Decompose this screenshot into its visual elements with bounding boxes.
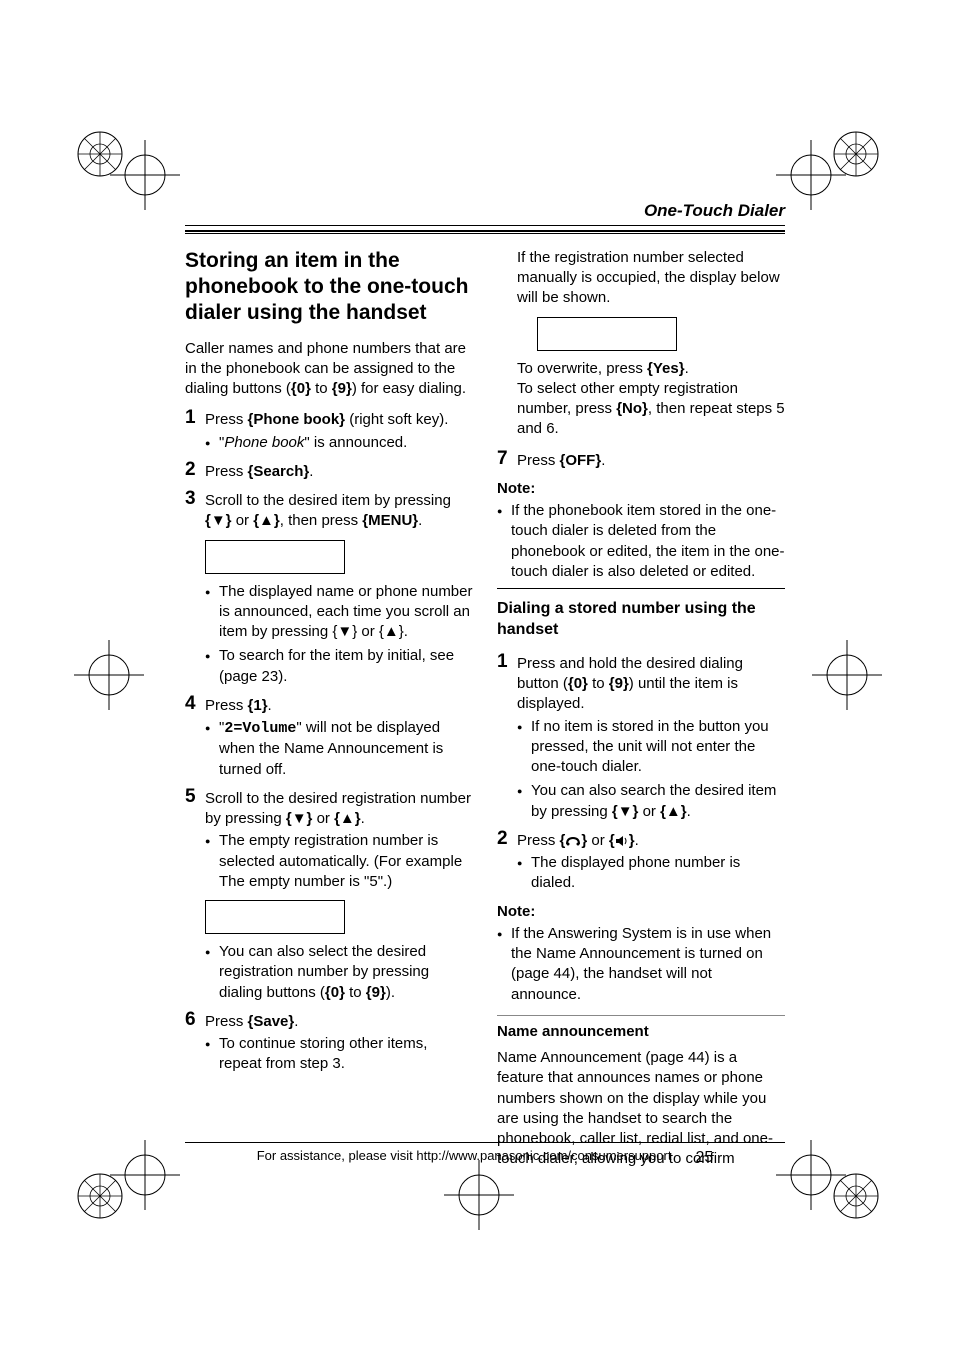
subheading-name-announcement: Name announcement xyxy=(497,1015,785,1042)
overwrite-text: To overwrite, press {Yes}.To select othe… xyxy=(517,359,785,440)
display-box xyxy=(205,540,345,574)
step-4: 4 Press {1}. xyxy=(185,693,473,716)
crosshair-icon xyxy=(110,1140,180,1210)
step-3: 3 Scroll to the desired item by pressing… xyxy=(185,488,473,532)
section-header: One-Touch Dialer xyxy=(185,200,785,226)
note-list: If the phonebook item stored in the one-… xyxy=(497,501,785,582)
crosshair-icon xyxy=(776,1140,846,1210)
bullet: You can also search the desired item by … xyxy=(517,781,785,822)
display-box xyxy=(537,317,677,351)
step-5-notes: The empty registration number is selecte… xyxy=(205,831,473,892)
right-column: If the registration number selected manu… xyxy=(497,248,785,1178)
bullet: "Phone book" is announced. xyxy=(205,433,473,453)
page-footer: For assistance, please visit http://www.… xyxy=(185,1142,785,1169)
step-1: 1 Press {Phone book} (right soft key). xyxy=(185,407,473,430)
step-3-notes: The displayed name or phone number is an… xyxy=(205,582,473,687)
bullet: "2=Volume" will not be displayed when th… xyxy=(205,718,473,780)
step-2: 2 Press {Search}. xyxy=(185,459,473,482)
bullet: If the phonebook item stored in the one-… xyxy=(497,501,785,582)
step-7: 7 Press {OFF}. xyxy=(497,448,785,471)
step-body: Press {1}. xyxy=(205,693,473,716)
bullet: The displayed name or phone number is an… xyxy=(205,582,473,643)
dial-step-1-notes: If no item is stored in the button you p… xyxy=(517,717,785,822)
crosshair-icon xyxy=(74,640,144,710)
speaker-icon xyxy=(615,835,629,847)
dial-step-2-notes: The displayed phone number is dialed. xyxy=(517,853,785,894)
step-number: 1 xyxy=(497,651,517,673)
step-body: Scroll to the desired registration numbe… xyxy=(205,786,473,830)
note-label: Note: xyxy=(497,479,785,499)
overflow-text: If the registration number selected manu… xyxy=(517,248,785,309)
bullet: If no item is stored in the button you p… xyxy=(517,717,785,778)
step-body: Press {Phone book} (right soft key). xyxy=(205,407,473,430)
step-number: 7 xyxy=(497,448,517,470)
left-column: Storing an item in the phonebook to the … xyxy=(185,248,473,1178)
footer-text: For assistance, please visit http://www.… xyxy=(257,1147,672,1169)
bullet: You can also select the desired registra… xyxy=(205,942,473,1003)
crosshair-icon xyxy=(110,140,180,210)
note-label: Note: xyxy=(497,902,785,922)
bullet: If the Answering System is in use when t… xyxy=(497,924,785,1005)
note-list-2: If the Answering System is in use when t… xyxy=(497,924,785,1005)
phone-icon xyxy=(565,835,581,847)
step-body: Press {} or {}. xyxy=(517,828,785,851)
heading-storing: Storing an item in the phonebook to the … xyxy=(185,248,473,327)
intro-text: Caller names and phone numbers that are … xyxy=(185,339,473,400)
step-6-notes: To continue storing other items, repeat … xyxy=(205,1034,473,1075)
step-number: 2 xyxy=(497,828,517,850)
step-number: 2 xyxy=(185,459,205,481)
page-number: 25 xyxy=(695,1147,713,1169)
step-body: Scroll to the desired item by pressing {… xyxy=(205,488,473,532)
thin-rule xyxy=(497,588,785,589)
step-number: 4 xyxy=(185,693,205,715)
step-number: 6 xyxy=(185,1009,205,1031)
step-body: Press {OFF}. xyxy=(517,448,785,471)
crosshair-icon xyxy=(776,140,846,210)
step-body: Press and hold the desired dialing butto… xyxy=(517,651,785,715)
step-body: Press {Search}. xyxy=(205,459,473,482)
bullet: The displayed phone number is dialed. xyxy=(517,853,785,894)
double-rule xyxy=(185,230,785,234)
dial-step-2: 2 Press {} or {}. xyxy=(497,828,785,851)
section-title: One-Touch Dialer xyxy=(185,200,785,225)
step-6: 6 Press {Save}. xyxy=(185,1009,473,1032)
step-number: 1 xyxy=(185,407,205,429)
bullet: To search for the item by initial, see (… xyxy=(205,646,473,687)
step-number: 3 xyxy=(185,488,205,510)
step-5: 5 Scroll to the desired registration num… xyxy=(185,786,473,830)
display-box xyxy=(205,900,345,934)
bullet: To continue storing other items, repeat … xyxy=(205,1034,473,1075)
crosshair-icon xyxy=(812,640,882,710)
dial-step-1: 1 Press and hold the desired dialing but… xyxy=(497,651,785,715)
bullet: The empty registration number is selecte… xyxy=(205,831,473,892)
step-5-notes-2: You can also select the desired registra… xyxy=(205,942,473,1003)
step-4-notes: "2=Volume" will not be displayed when th… xyxy=(205,718,473,780)
step-1-notes: "Phone book" is announced. xyxy=(205,433,473,453)
step-body: Press {Save}. xyxy=(205,1009,473,1032)
page-content: One-Touch Dialer Storing an item in the … xyxy=(185,200,785,1178)
step-number: 5 xyxy=(185,786,205,808)
heading-dialing: Dialing a stored number using the handse… xyxy=(497,599,785,641)
